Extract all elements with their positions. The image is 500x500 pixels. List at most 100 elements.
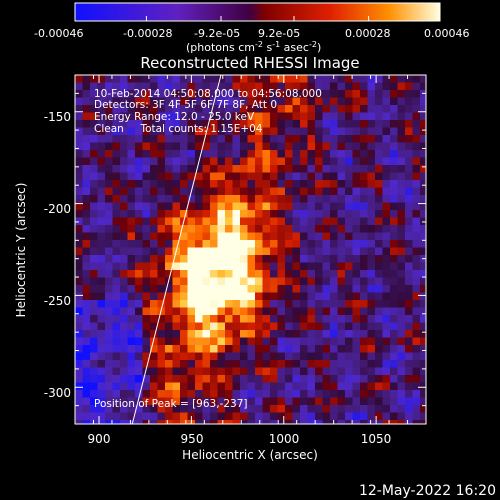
heatmap-cell (270, 187, 278, 196)
heatmap-cell (360, 247, 368, 256)
heatmap-cell (300, 180, 308, 188)
heatmap-cell (105, 360, 113, 368)
heatmap-cell (120, 337, 128, 346)
heatmap-cell (270, 75, 278, 83)
heatmap-cell (142, 262, 151, 271)
heatmap-cell (217, 420, 226, 424)
heatmap-cell (247, 232, 256, 241)
heatmap-cell (157, 180, 166, 188)
heatmap-cell (165, 90, 173, 98)
heatmap-cell (217, 127, 226, 136)
heatmap-cell (397, 75, 406, 83)
heatmap-cell (397, 90, 406, 98)
heatmap-cell (112, 202, 121, 211)
heatmap-cell (232, 202, 241, 211)
heatmap-cell (352, 307, 361, 316)
heatmap-cell (97, 112, 106, 121)
heatmap-cell (75, 375, 83, 383)
heatmap-cell (285, 300, 293, 308)
heatmap-cell (397, 157, 406, 166)
heatmap-cell (247, 217, 256, 226)
heatmap-cell (285, 135, 293, 143)
heatmap-cell (225, 270, 233, 278)
heatmap-cell (337, 202, 346, 211)
heatmap-cell (180, 382, 188, 391)
heatmap-cell (405, 277, 413, 286)
heatmap-cell (187, 337, 196, 346)
heatmap-cell (217, 412, 226, 421)
heatmap-cell (112, 375, 121, 383)
heatmap-cell (90, 360, 98, 368)
heatmap-cell (367, 360, 376, 368)
heatmap-cell (262, 90, 271, 98)
heatmap-cell (420, 210, 426, 218)
heatmap-cell (82, 75, 91, 83)
heatmap-cell (225, 75, 233, 83)
heatmap-cell (120, 277, 128, 286)
heatmap-cell (225, 97, 233, 106)
heatmap-cell (420, 345, 426, 353)
heatmap-cell (375, 375, 383, 383)
heatmap-cell (82, 255, 91, 263)
heatmap-cell (232, 382, 241, 391)
heatmap-cell (150, 397, 158, 406)
heatmap-cell (285, 390, 293, 398)
colorbar-tick-label: 9.2e-05 (258, 27, 300, 40)
heatmap-cell (180, 292, 188, 301)
heatmap-cell (232, 75, 241, 83)
heatmap-cell (180, 412, 188, 421)
heatmap-cell (262, 255, 271, 263)
heatmap-cell (172, 390, 181, 398)
heatmap-cell (127, 105, 136, 113)
heatmap-cell (330, 360, 338, 368)
heatmap-cell (300, 172, 308, 181)
heatmap-cell (225, 187, 233, 196)
heatmap-cell (225, 232, 233, 241)
heatmap-cell (225, 210, 233, 218)
heatmap-cell (382, 270, 391, 278)
heatmap-cell (330, 105, 338, 113)
heatmap-cell (165, 345, 173, 353)
heatmap-cell (172, 367, 181, 376)
heatmap-cell (277, 232, 286, 241)
heatmap-cell (390, 360, 398, 368)
heatmap-cell (277, 360, 286, 368)
heatmap-cell (180, 120, 188, 128)
heatmap-cell (232, 367, 241, 376)
heatmap-cell (187, 352, 196, 361)
heatmap-cell (90, 172, 98, 181)
heatmap-cell (157, 120, 166, 128)
heatmap-cell (210, 352, 218, 361)
heatmap-cell (322, 165, 331, 173)
heatmap-cell (202, 97, 211, 106)
heatmap-cell (247, 397, 256, 406)
heatmap-cell (412, 217, 421, 226)
heatmap-cell (390, 255, 398, 263)
heatmap-cell (375, 345, 383, 353)
heatmap-cell (105, 262, 113, 271)
heatmap-cell (165, 420, 173, 424)
heatmap-cell (187, 150, 196, 158)
heatmap-cell (345, 172, 353, 181)
heatmap-cell (337, 330, 346, 338)
heatmap-cell (315, 150, 323, 158)
heatmap-cell (285, 382, 293, 391)
heatmap-cell (202, 225, 211, 233)
heatmap-cell (210, 82, 218, 91)
heatmap-cell (202, 75, 211, 83)
heatmap-cell (315, 97, 323, 106)
heatmap-cell (315, 225, 323, 233)
heatmap-cell (172, 285, 181, 293)
heatmap-cell (247, 157, 256, 166)
heatmap-cell (135, 187, 143, 196)
heatmap-cell (285, 375, 293, 383)
heatmap-cell (322, 82, 331, 91)
heatmap-cell (285, 105, 293, 113)
heatmap-cell (120, 232, 128, 241)
heatmap-cell (345, 247, 353, 256)
heatmap-cell (82, 225, 91, 233)
heatmap-cell (105, 307, 113, 316)
heatmap-cell (135, 240, 143, 248)
heatmap-cell (352, 405, 361, 413)
heatmap-cell (210, 232, 218, 241)
